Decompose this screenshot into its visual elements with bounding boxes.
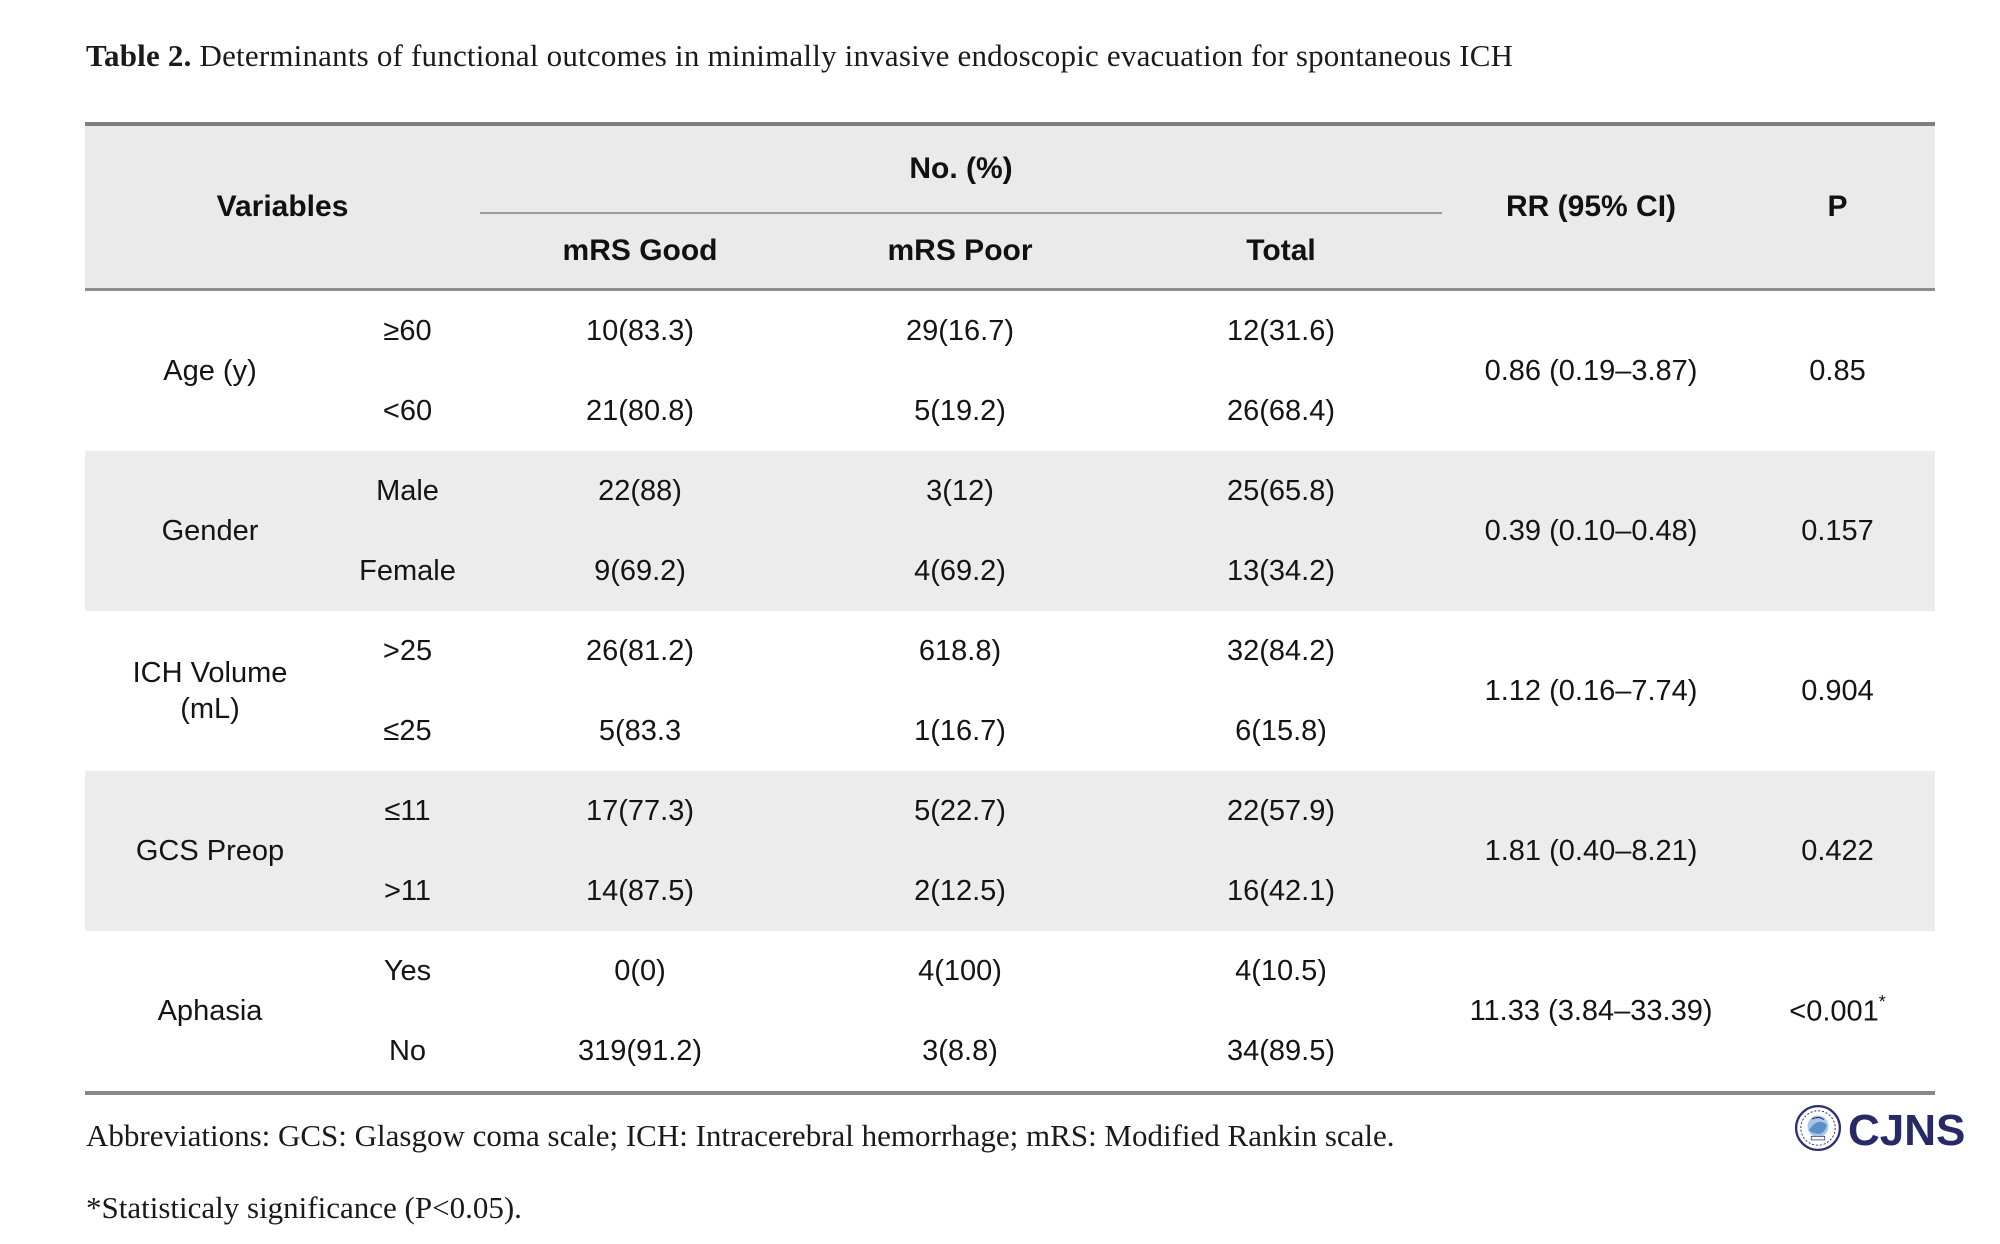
column-header-no-pct: No. (%) <box>480 124 1443 214</box>
column-header-p: P <box>1740 124 1936 290</box>
table-row: ICH Volume (mL) >25 26(81.2) 618.8) 32(84.2)… <box>85 611 1935 726</box>
cell-mrs-good: 17(77.3) <box>480 771 801 851</box>
cell-mrs-poor: 3(12) <box>800 451 1121 531</box>
cell-total: 13(34.2) <box>1120 531 1443 611</box>
subgroup-label: Male <box>335 451 481 531</box>
table-caption: Determinants of functional outcomes in m… <box>191 38 1514 73</box>
cell-rr: 1.81 (0.40–8.21) <box>1442 771 1741 931</box>
cell-p: 0.157 <box>1740 451 1936 611</box>
table-row: Female 9(69.2) 4(69.2) 13(34.2) <box>85 531 1935 611</box>
cell-total: 12(31.6) <box>1227 314 1336 347</box>
column-header-rr: RR (95% CI) <box>1442 124 1741 290</box>
cell-total: 16(42.1) <box>1120 851 1443 931</box>
cell-mrs-good: 9(69.2) <box>480 531 801 611</box>
cell-total: 25(65.8) <box>1120 451 1443 531</box>
significance-note: *Statisticaly significance (P<0.05). <box>86 1190 522 1225</box>
cell-mrs-poor: 5(19.2) <box>914 394 1006 427</box>
table-header: Variables No. (%) RR (95% CI) P mRS Good… <box>85 124 1936 290</box>
cell-mrs-poor: 4(100) <box>918 954 1002 987</box>
variable-label: Gender <box>85 451 335 611</box>
table-row: Gender Male 22(88) 3(12) 25(65.8) 0.39 (0.10–… <box>85 451 1936 611</box>
results-table-wrap: Variables No. (%) RR (95% CI) P mRS Good… <box>85 122 1936 1095</box>
column-header-variables: Variables <box>85 124 481 290</box>
subgroup-label: ≤25 <box>383 714 432 747</box>
table-body: Age (y) ≥60 10(83.3) 29(16.7) 12(31.6) 0.86 (… <box>85 290 1936 1094</box>
table-row: Age (y) ≥60 10(83.3) 29(16.7) 12(31.6) 0.86 (… <box>85 290 1935 387</box>
subgroup-label: No <box>388 1034 427 1067</box>
subgroup-label: Female <box>335 531 481 611</box>
cell-mrs-good: 319(91.2) <box>577 1034 703 1067</box>
significance-asterisk: * <box>1878 991 1886 1012</box>
cell-mrs-poor: 1(16.7) <box>914 714 1006 747</box>
table-row: GCS Preop ≤11 17(77.3) 5(22.7) 22(57.9) 1.81 … <box>85 771 1936 931</box>
cell-p: <0.001* <box>1789 991 1886 1028</box>
cell-rr: 11.33 (3.84–33.39) <box>1469 994 1713 1027</box>
page-title: Table 2. Determinants of functional outc… <box>86 38 1513 74</box>
variable-label: Aphasia <box>157 994 263 1027</box>
results-table: Variables No. (%) RR (95% CI) P mRS Good… <box>85 122 1936 1095</box>
cjns-logo-text: CJNS <box>1848 1105 1966 1155</box>
table-row: ≤25 5(83.3 1(16.7) 6(15.8) <box>85 691 1935 771</box>
table-number: Table 2. <box>86 38 192 73</box>
cell-mrs-good: 22(88) <box>480 451 801 531</box>
subgroup-label: >25 <box>382 634 433 667</box>
cell-p: 0.422 <box>1740 771 1936 931</box>
table-row: <60 21(80.8) 5(19.2) 26(68.4) <box>85 371 1935 451</box>
column-header-mrs-good: mRS Good <box>480 213 801 290</box>
cell-p: 0.904 <box>1801 674 1874 707</box>
cell-total: 32(84.2) <box>1227 634 1336 667</box>
cell-total: 4(10.5) <box>1235 954 1327 987</box>
cjns-seal-icon <box>1794 1104 1842 1157</box>
subgroup-label: ≤11 <box>335 771 481 851</box>
cell-mrs-good: 14(87.5) <box>480 851 801 931</box>
cell-rr: 0.39 (0.10–0.48) <box>1442 451 1741 611</box>
cell-total: 6(15.8) <box>1235 714 1327 747</box>
cell-mrs-good: 26(81.2) <box>586 634 695 667</box>
cell-mrs-good: 5(83.3 <box>598 714 682 747</box>
cell-mrs-good: 0(0) <box>614 954 666 987</box>
subgroup-label: Yes <box>383 954 432 987</box>
subgroup-label: <60 <box>382 394 433 427</box>
column-header-total: Total <box>1120 213 1443 290</box>
cell-mrs-poor: 4(69.2) <box>800 531 1121 611</box>
table-row: >11 14(87.5) 2(12.5) 16(42.1) <box>85 851 1935 931</box>
subgroup-label: ≥60 <box>383 314 432 347</box>
cell-total: 22(57.9) <box>1120 771 1443 851</box>
cell-mrs-poor: 5(22.7) <box>800 771 1121 851</box>
cell-total: 26(68.4) <box>1227 394 1336 427</box>
cell-mrs-good: 10(83.3) <box>586 314 695 347</box>
cell-mrs-poor: 29(16.7) <box>906 314 1015 347</box>
cell-mrs-poor: 3(8.8) <box>922 1034 998 1067</box>
cell-total: 34(89.5) <box>1227 1034 1336 1067</box>
cell-mrs-poor: 618.8) <box>918 634 1002 667</box>
table-row: Aphasia Yes 0(0) 4(100) 4(10.5) 11.33 (3.84–3… <box>85 931 1935 1028</box>
cell-p: 0.85 <box>1809 354 1866 387</box>
variable-label: GCS Preop <box>85 771 335 931</box>
cell-mrs-poor: 2(12.5) <box>800 851 1121 931</box>
cjns-logo: CJNS <box>1794 1104 1965 1157</box>
variable-label: ICH Volume (mL) <box>132 656 288 725</box>
column-header-mrs-poor: mRS Poor <box>800 213 1121 290</box>
abbreviations-note: Abbreviations: GCS: Glasgow coma scale; … <box>86 1118 1395 1153</box>
cell-rr: 0.86 (0.19–3.87) <box>1484 354 1698 387</box>
variable-label: Age (y) <box>163 354 257 387</box>
table-row: No 319(91.2) 3(8.8) 34(89.5) <box>85 1011 1935 1093</box>
cell-mrs-good: 21(80.8) <box>586 394 695 427</box>
subgroup-label: >11 <box>335 851 481 931</box>
cell-rr: 1.12 (0.16–7.74) <box>1484 674 1698 707</box>
